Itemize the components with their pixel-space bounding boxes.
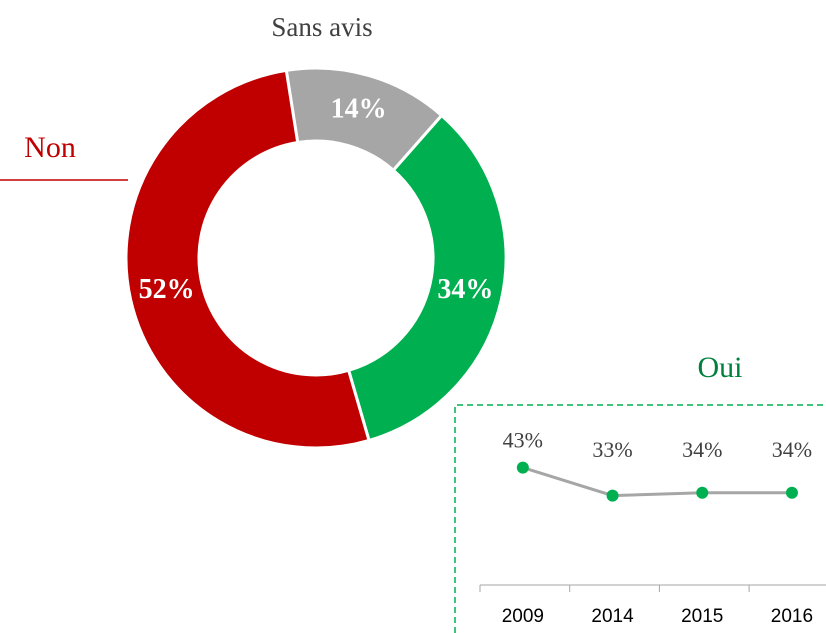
x-tick-label: 2015 (681, 606, 723, 627)
category-label: Non (24, 131, 76, 164)
x-tick-label: 2016 (771, 606, 813, 627)
point-label: 34% (772, 437, 812, 462)
slice-label: 14% (331, 93, 387, 124)
point-label: 43% (503, 428, 543, 453)
trend-point (696, 486, 709, 499)
category-label: Oui (698, 351, 743, 384)
trend-line (522, 466, 792, 498)
x-tick-label: 2014 (591, 606, 634, 627)
category-label: Sans avis (271, 12, 372, 42)
trend-point (606, 489, 619, 502)
trend-point (516, 461, 529, 474)
trend-frame (454, 404, 826, 633)
donut-slice (346, 113, 508, 443)
point-label: 33% (592, 437, 632, 462)
slice-label: 52% (139, 274, 195, 305)
trend-point (785, 486, 798, 499)
x-tick-label: 2009 (502, 606, 544, 627)
point-label: 34% (682, 437, 722, 462)
donut-slice (124, 68, 371, 450)
slice-label: 34% (437, 274, 493, 305)
